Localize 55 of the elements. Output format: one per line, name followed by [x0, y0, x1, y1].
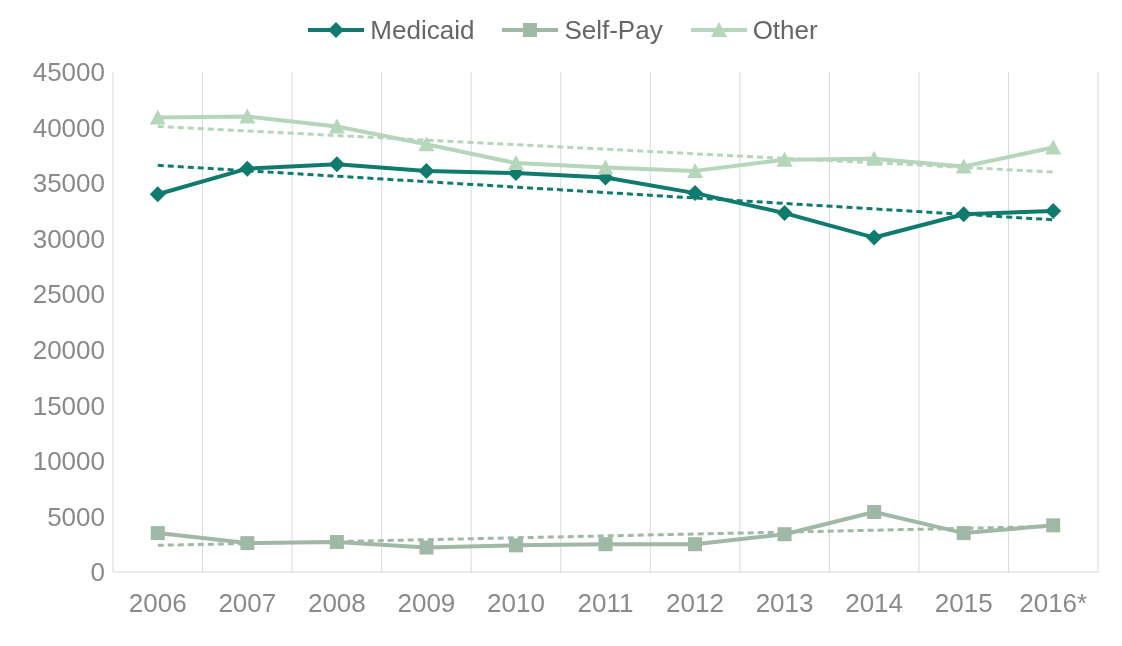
point [329, 535, 344, 549]
point [688, 537, 703, 552]
x-tick-label: 2009 [397, 588, 456, 619]
point [687, 162, 704, 178]
point [418, 162, 435, 179]
point [1045, 202, 1062, 219]
legend-label: Self-Pay [564, 14, 663, 46]
point [597, 159, 614, 175]
x-tick-label: 2007 [218, 588, 277, 619]
point [776, 205, 793, 222]
point [777, 527, 792, 542]
point [687, 185, 704, 202]
x-tick-label: 2008 [307, 588, 366, 619]
point [419, 540, 434, 555]
y-tick-label: 0 [90, 557, 105, 588]
y-tick-label: 45000 [32, 57, 105, 88]
y-tick-label: 25000 [32, 279, 105, 310]
y-tick-label: 10000 [32, 446, 105, 477]
point [150, 526, 165, 541]
point [867, 505, 882, 519]
y-tick-label: 40000 [32, 112, 105, 143]
x-tick-label: 2006 [128, 588, 187, 619]
point [149, 109, 166, 125]
y-tick-label: 30000 [32, 223, 105, 254]
point [507, 155, 524, 171]
y-tick-label: 5000 [47, 501, 105, 532]
point [328, 156, 345, 173]
x-tick-label: 2016* [1019, 588, 1088, 619]
y-tick-label: 35000 [32, 168, 105, 199]
x-tick-label: 2014 [845, 588, 904, 619]
point [149, 186, 166, 203]
point [598, 537, 613, 552]
x-tick-label: 2011 [577, 588, 634, 619]
point [866, 150, 883, 166]
point [240, 536, 255, 551]
point [418, 136, 435, 152]
x-tick-label: 2010 [487, 588, 545, 619]
legend-label: Medicaid [370, 14, 475, 46]
x-tick-label: 2012 [666, 588, 724, 619]
x-tick-label: 2013 [755, 588, 814, 619]
point [328, 118, 345, 134]
point [955, 158, 972, 174]
point [1045, 139, 1062, 155]
point [955, 206, 972, 223]
point [1046, 518, 1061, 533]
point [956, 526, 971, 541]
point [866, 229, 883, 246]
legend-label: Other [752, 14, 818, 46]
point [776, 151, 793, 167]
point [239, 160, 256, 177]
x-tick-label: 2015 [934, 588, 993, 619]
y-tick-label: 20000 [32, 335, 105, 366]
point [508, 538, 523, 553]
point [239, 108, 256, 124]
y-tick-label: 15000 [32, 390, 105, 421]
